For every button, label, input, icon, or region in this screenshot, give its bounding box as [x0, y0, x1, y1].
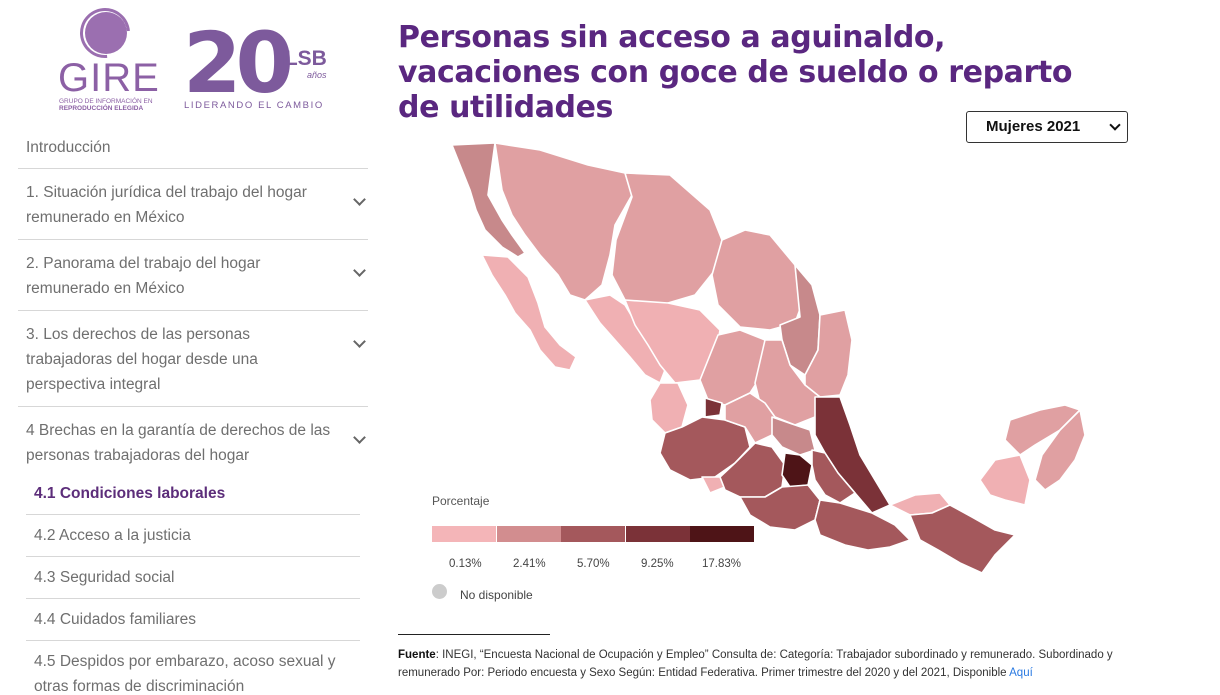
legend-label-2: 2.41% [513, 558, 546, 570]
sidebar-submenu: 4.1 Condiciones laborales 4.2 Acceso a l… [26, 477, 360, 695]
ilsb-logo-text: ILSB [279, 47, 327, 70]
mexico-choropleth-map [451, 142, 1086, 574]
source-label: Fuente [398, 649, 436, 661]
state-nuevo-leon[interactable] [779, 264, 821, 376]
sidebar-item-introduccion[interactable]: Introducción [18, 126, 368, 169]
sidebar-item-panorama[interactable]: 2. Panorama del trabajo del hogar remune… [18, 240, 368, 311]
legend-label-4: 9.25% [641, 558, 674, 570]
ilsb-logo-tagline: LIDERANDO EL CAMBIO [184, 100, 324, 111]
chevron-down-icon [1109, 119, 1121, 131]
legend-swatch-4 [625, 526, 690, 542]
state-veracruz[interactable] [814, 396, 891, 514]
gire-logo-subtitle: GRUPO DE INFORMACIÓN EN REPRODUCCIÓN ELE… [59, 98, 169, 112]
legend-label-5: 17.83% [702, 558, 742, 570]
no-data-dot-icon [432, 584, 447, 599]
ilsb-logo-anos: años [307, 70, 327, 80]
state-oaxaca[interactable] [814, 499, 911, 551]
legend-label-3: 5.70% [577, 558, 610, 570]
sidebar-subitem-cuidados-familiares[interactable]: 4.4 Cuidados familiares [26, 599, 360, 641]
ilsb-logo[interactable]: 20 ILSB años LIDERANDO EL CAMBIO [183, 14, 333, 112]
sidebar-item-label: 3. Los derechos de las personas trabajad… [26, 326, 258, 393]
sidebar-item-brechas[interactable]: 4 Brechas en la garantía de derechos de … [18, 407, 368, 477]
state-aguascalientes[interactable] [704, 397, 723, 418]
state-baja-california-sur[interactable] [481, 254, 577, 371]
sidebar-item-label: Introducción [26, 139, 111, 156]
sidebar-subitem-despidos[interactable]: 4.5 Despidos por embarazo, acoso sexual … [34, 653, 336, 695]
state-baja-california[interactable] [451, 142, 526, 258]
year-sex-select[interactable]: Mujeres 2021 [966, 111, 1128, 143]
state-chiapas[interactable] [909, 504, 1016, 574]
map-legend: Porcentaje 0.13% 2.41% 5.70% 9.25% 17.83… [432, 494, 762, 602]
sidebar-nav: Introducción 1. Situación jurídica del t… [18, 126, 368, 695]
gire-logo-text: GIRE [58, 56, 160, 100]
sidebar-item-label: 2. Panorama del trabajo del hogar remune… [26, 255, 261, 297]
legend-color-scale [432, 526, 755, 542]
sidebar-subitem-condiciones-laborales[interactable]: 4.1 Condiciones laborales [26, 477, 360, 515]
chevron-down-icon[interactable] [352, 336, 366, 350]
state-coahuila[interactable] [711, 229, 806, 331]
sidebar-item-situacion-juridica[interactable]: 1. Situación jurídica del trabajo del ho… [18, 169, 368, 240]
state-sonora[interactable] [494, 142, 633, 301]
legend-swatch-1 [432, 526, 496, 542]
source-link[interactable]: Aquí [1009, 667, 1033, 679]
chevron-down-icon[interactable] [352, 432, 366, 446]
legend-label-1: 0.13% [449, 558, 482, 570]
legend-swatch-3 [561, 526, 625, 542]
gire-logo[interactable]: GIRE GRUPO DE INFORMACIÓN EN REPRODUCCIÓ… [55, 0, 165, 116]
sidebar-item-label: 1. Situación jurídica del trabajo del ho… [26, 184, 307, 226]
legend-title: Porcentaje [432, 494, 490, 508]
chevron-down-icon[interactable] [352, 265, 366, 279]
ilsb-logo-number: 20 [183, 14, 294, 112]
page-title: Personas sin acceso a aguinaldo, vacacio… [398, 20, 1073, 125]
state-tamaulipas[interactable] [804, 309, 853, 398]
gire-subtitle-line1: GRUPO DE INFORMACIÓN EN [59, 98, 153, 105]
year-sex-select-value: Mujeres 2021 [986, 118, 1081, 135]
state-queretaro[interactable] [771, 416, 816, 456]
sidebar-subitem-seguridad-social[interactable]: 4.3 Seguridad social [26, 557, 360, 599]
source-divider [398, 634, 550, 635]
no-data-label: No disponible [460, 588, 533, 602]
gire-circle-icon [85, 12, 127, 54]
legend-swatch-2 [496, 526, 561, 542]
state-quintana-roo[interactable] [1034, 409, 1086, 491]
sidebar-item-derechos[interactable]: 3. Los derechos de las personas trabajad… [18, 311, 368, 407]
state-sinaloa[interactable] [584, 294, 666, 384]
state-nayarit[interactable] [649, 382, 689, 434]
sidebar-subitem-acceso-justicia[interactable]: 4.2 Acceso a la justicia [26, 515, 360, 557]
legend-swatch-5 [690, 526, 754, 542]
header-logos: GIRE GRUPO DE INFORMACIÓN EN REPRODUCCIÓ… [55, 0, 345, 116]
source-note: Fuente: INEGI, “Encuesta Nacional de Ocu… [398, 646, 1138, 682]
chevron-down-icon[interactable] [352, 194, 366, 208]
state-estado-de-mexico[interactable] [781, 452, 813, 488]
sidebar-item-label: 4 Brechas en la garantía de derechos de … [26, 422, 331, 464]
state-campeche[interactable] [979, 454, 1031, 506]
gire-subtitle-line2: REPRODUCCIÓN ELEGIDA [59, 105, 144, 112]
source-text: : INEGI, “Encuesta Nacional de Ocupación… [398, 649, 1113, 679]
